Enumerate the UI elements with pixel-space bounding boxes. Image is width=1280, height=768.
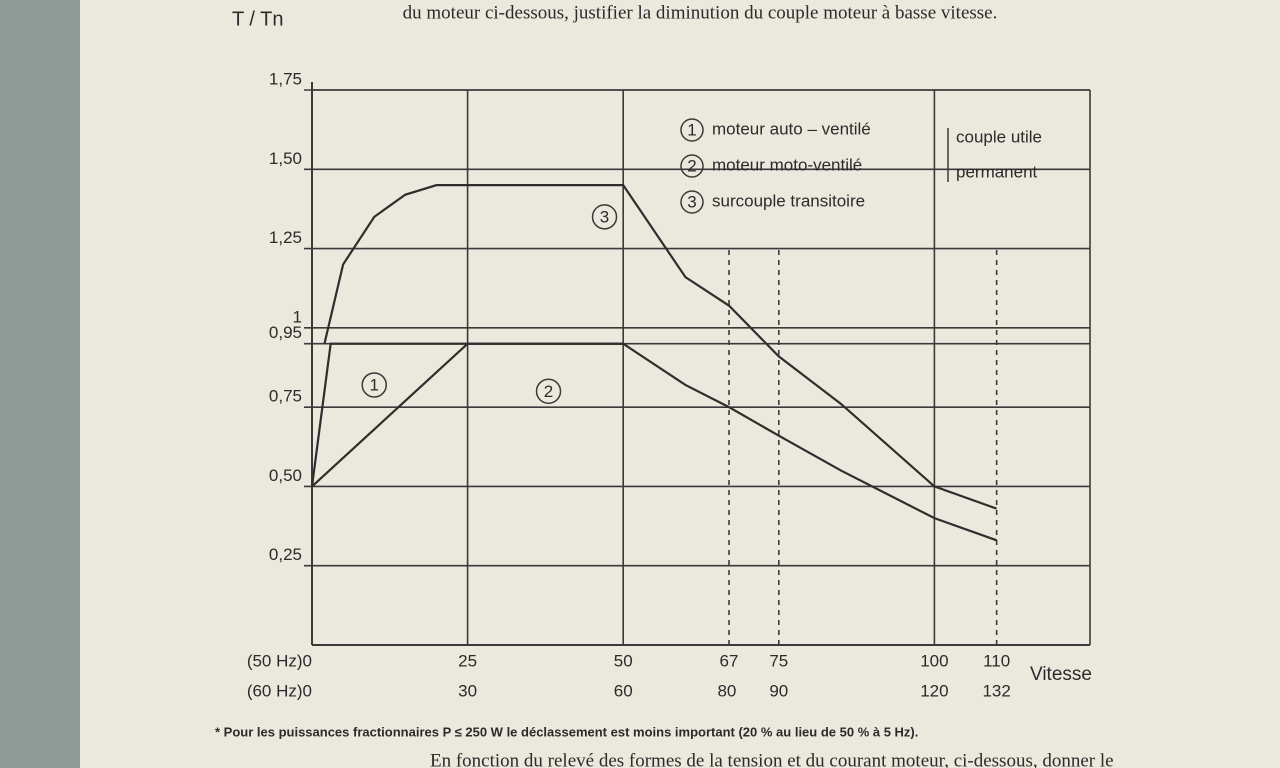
x2-tick-label: 132 <box>982 681 1010 700</box>
paper <box>80 0 1280 768</box>
x2-tick-label: (60 Hz)0 <box>247 681 312 700</box>
legend-label: moteur auto – ventilé <box>712 119 871 138</box>
x-tick-label: 50 <box>614 651 633 670</box>
callout-circle <box>535 378 562 405</box>
callout-number: 3 <box>600 207 609 226</box>
legend-number: 1 <box>687 120 696 139</box>
legend-note: couple utile <box>956 127 1042 146</box>
y-tick-label: 0,25 <box>269 545 302 564</box>
callout-number: 2 <box>544 382 553 401</box>
x-tick-label: 75 <box>769 651 788 670</box>
x-tick-label: 110 <box>983 651 1010 670</box>
footer-text: En fonction du relevé des formes de la t… <box>430 750 1114 768</box>
callout-circle <box>361 372 387 398</box>
x-tick-label: 67 <box>720 651 739 670</box>
legend-circle <box>680 190 704 214</box>
y-tick-label: 1 <box>293 307 302 326</box>
x2-tick-label: 90 <box>769 681 788 700</box>
x2-tick-label: 60 <box>614 681 633 700</box>
legend-label: surcouple transitoire <box>712 191 865 210</box>
fabric <box>0 0 80 768</box>
x-tick-label: 25 <box>458 651 477 670</box>
series-line <box>323 184 998 510</box>
x2-tick-label: 120 <box>920 681 948 700</box>
callout-circle <box>591 204 618 230</box>
x-tick-label: (50 Hz)0 <box>247 651 312 670</box>
y-tick-label: 0,50 <box>269 466 302 485</box>
legend-number: 3 <box>687 192 696 211</box>
x-axis-label: Vitesse <box>1030 664 1092 685</box>
series-line <box>310 342 624 487</box>
legend-label: moteur moto-ventilé <box>712 155 862 174</box>
y-tick-label: 1,50 <box>269 149 302 168</box>
legend-circle <box>680 154 704 178</box>
x-tick-label: 100 <box>920 651 948 670</box>
y-tick-label: 0,95 <box>269 323 302 342</box>
legend-circle <box>680 118 704 142</box>
y-tick-label: 0,75 <box>269 387 302 406</box>
y-tick-label: 1,25 <box>269 228 302 247</box>
header-text: du moteur ci-dessous, justifier la dimin… <box>403 2 998 23</box>
y-tick-label: 1,75 <box>269 69 302 88</box>
x2-tick-label: 30 <box>458 681 477 700</box>
x2-tick-label: 80 <box>717 681 736 700</box>
callout-number: 1 <box>370 375 379 394</box>
footnote: * Pour les puissances fractionnaires P ≤… <box>215 724 918 739</box>
legend-number: 2 <box>687 156 696 175</box>
y-axis-label: T / Tn <box>232 8 284 30</box>
legend-note: permanent <box>956 162 1038 181</box>
